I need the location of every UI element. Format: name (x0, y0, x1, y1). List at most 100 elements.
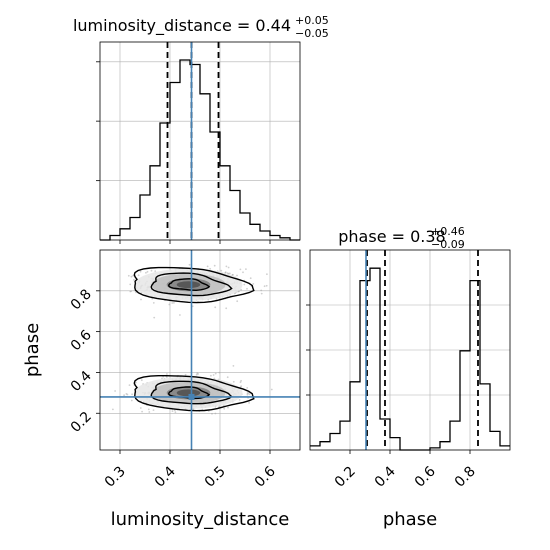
sample-point (139, 270, 142, 273)
y-tick-label: 0.2 (68, 409, 95, 436)
sample-point (114, 390, 116, 392)
sample-point (166, 373, 168, 375)
sample-point (152, 302, 155, 304)
sample-point (195, 373, 198, 376)
sample-point (212, 374, 215, 376)
sample-point (135, 381, 137, 384)
luminosity-distance-title-prefix: luminosity_distance = (73, 16, 255, 36)
sample-point (239, 268, 242, 271)
sample-point (266, 273, 268, 276)
sample-point (240, 288, 243, 291)
sample-point (213, 264, 216, 267)
sample-point (184, 373, 187, 376)
phase-title-prefix: phase = (338, 227, 410, 246)
sample-point (171, 302, 174, 304)
sample-point (171, 410, 174, 412)
sample-point (141, 410, 144, 413)
joint-density-contours (133, 266, 255, 412)
luminosity-distance-title: luminosity_distance = 0.44 (73, 16, 291, 36)
sample-point (210, 374, 212, 377)
phase-title-lower: −0.09 (431, 238, 465, 251)
sample-point (153, 316, 156, 319)
phase-title-median: 0.38 (410, 227, 446, 246)
phase-histogram-panel: 0.2 0.4 0.6 0.8 phase = 0.38 +0.46 −0.09 ph… (306, 225, 511, 530)
sample-point (145, 271, 147, 274)
sample-point (151, 297, 154, 300)
luminosity-distance-title-upper: +0.05 (295, 14, 329, 27)
contour-line (150, 380, 233, 405)
contour-line (133, 375, 255, 412)
y-axis-label: phase (22, 323, 43, 377)
phase-histogram-steps (310, 267, 510, 451)
sample-point (248, 402, 251, 404)
sample-point (133, 278, 135, 281)
sample-point (242, 271, 244, 274)
joint-density-x-ticks: 0.3 0.4 0.5 0.6 (102, 450, 279, 491)
contour-line (168, 278, 211, 292)
sample-point (130, 275, 133, 278)
luminosity-distance-histogram-ticks (96, 61, 271, 244)
sample-point (236, 274, 238, 277)
phase-x-tick-label: 0.4 (372, 463, 399, 490)
sample-point (173, 302, 175, 304)
joint-density-truth-lines (100, 250, 300, 450)
sample-point (263, 285, 266, 288)
truth-point (188, 393, 195, 400)
luminosity-distance-histogram-panel: luminosity_distance = 0.44 +0.05 −0.05 (73, 14, 329, 244)
sample-point (240, 379, 243, 382)
sample-point (148, 411, 151, 413)
sample-point (129, 283, 132, 286)
sample-point (220, 269, 223, 272)
sample-point (248, 393, 251, 396)
joint-density-frame (99, 249, 301, 451)
sample-point (238, 290, 240, 293)
y-tick-label: 0.8 (68, 286, 95, 313)
sample-point (139, 407, 142, 409)
sample-point (152, 409, 155, 411)
x-axis-label: luminosity_distance (111, 509, 290, 530)
sample-point (128, 384, 131, 386)
sample-point (132, 274, 135, 277)
sample-point (196, 372, 199, 374)
sample-point (238, 399, 241, 401)
sample-point (123, 394, 125, 397)
sample-point (168, 303, 171, 306)
sample-point (214, 306, 217, 309)
x-tick-label: 0.6 (252, 463, 279, 490)
phase-x-axis-label: phase (383, 509, 437, 530)
contour-line (168, 386, 211, 400)
sample-point (270, 388, 273, 391)
joint-density-panel: 0.3 0.4 0.5 0.6 0.2 0.4 0.6 0.8 luminosity_dis… (22, 249, 301, 530)
sample-point (240, 385, 243, 388)
sample-point (247, 392, 250, 394)
phase-quantile-lines (366, 250, 479, 450)
sample-point (218, 371, 221, 374)
sample-point (146, 270, 149, 273)
sample-point (154, 270, 157, 272)
luminosity-distance-title-median: 0.44 (255, 16, 291, 35)
x-tick-label: 0.4 (152, 463, 179, 490)
sample-point (224, 271, 227, 274)
sample-point (225, 307, 228, 310)
sample-point (140, 298, 142, 301)
density-level (176, 281, 201, 289)
luminosity-distance-histogram-steps (100, 59, 300, 241)
sample-point (150, 269, 153, 272)
sample-point (239, 381, 242, 384)
sample-point (246, 393, 249, 396)
luminosity-distance-title-lower: −0.05 (295, 27, 329, 40)
sample-point (246, 287, 248, 290)
phase-x-tick-label: 0.6 (412, 463, 439, 490)
luminosity-distance-histogram-frame (99, 41, 301, 241)
x-tick-label: 0.5 (202, 464, 229, 491)
luminosity-distance-quantile-lines (166, 42, 220, 240)
sample-point (188, 263, 191, 266)
y-tick-label: 0.4 (68, 368, 95, 395)
contour-line (133, 266, 255, 304)
sample-point (249, 277, 252, 280)
sample-point (265, 284, 268, 287)
sample-point (260, 289, 263, 292)
sample-point (232, 380, 235, 383)
sample-point (129, 290, 132, 293)
